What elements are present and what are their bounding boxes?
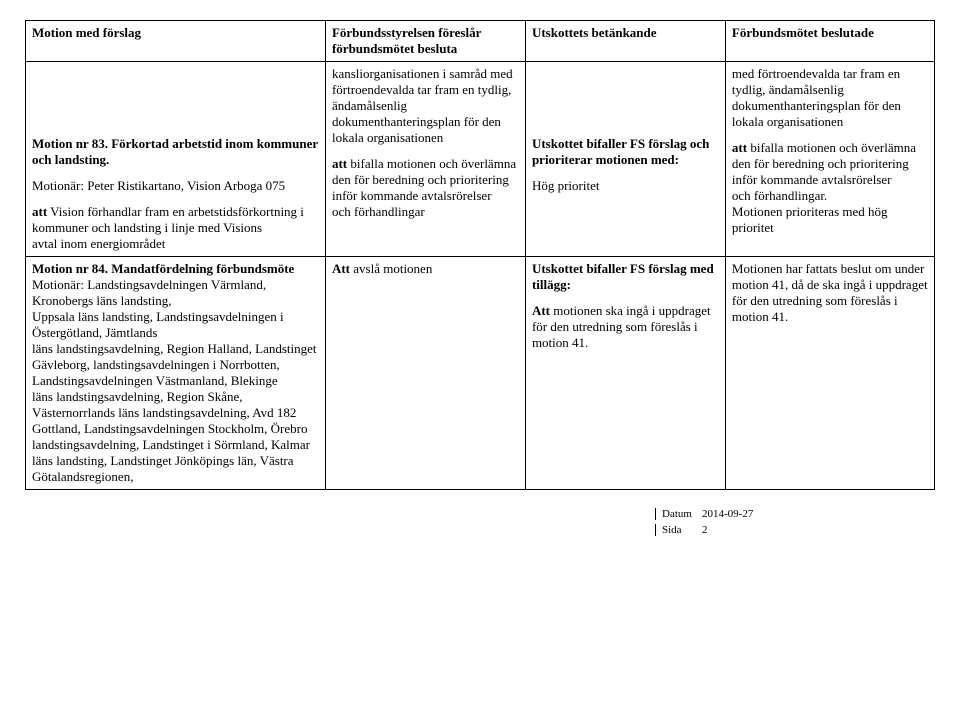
committee-bold: Utskottet bifaller FS förslag med tilläg… xyxy=(532,261,714,292)
decision-p3: och förhandlingar. xyxy=(732,188,928,204)
table-row: Motion nr 84. Mandatfördelning förbundsm… xyxy=(26,257,935,490)
decision-cell: Motionen har fattats beslut om under mot… xyxy=(725,257,934,490)
motion-tail: avtal inom energiområdet xyxy=(32,236,319,252)
proposal-p1: Att avslå motionen xyxy=(332,261,519,277)
committee-cell: Utskottet bifaller FS förslag med tilläg… xyxy=(525,257,725,490)
motion-cell: Motion nr 83. Förkortad arbetstid inom k… xyxy=(26,62,326,257)
decision-p1: med förtroendevalda tar fram en tydlig, … xyxy=(732,66,928,130)
proposal-cell: Att avslå motionen xyxy=(325,257,525,490)
footer-date-value: 2014-09-27 xyxy=(702,508,753,520)
motion-att: att Vision förhandlar fram en arbetstids… xyxy=(32,204,319,236)
motion-body: Motionär: Landstingsavdelningen Värmland… xyxy=(32,277,319,485)
committee-bold: Utskottet bifaller FS förslag och priori… xyxy=(532,136,709,167)
proposal-p2: att bifalla motionen och överlämna den f… xyxy=(332,156,519,204)
table-header-row: Motion med förslag Förbundsstyrelsen för… xyxy=(26,21,935,62)
decision-cell: med förtroendevalda tar fram en tydlig, … xyxy=(725,62,934,257)
header-col3: Utskottets betänkande xyxy=(525,21,725,62)
proposal-p3: och förhandlingar xyxy=(332,204,519,220)
footer-page: Sida 2 xyxy=(655,524,855,536)
decision-p1: Motionen har fattats beslut om under mot… xyxy=(732,261,928,325)
committee-p2: Hög prioritet xyxy=(532,178,719,194)
page-footer: Datum 2014-09-27 Sida 2 xyxy=(25,508,935,540)
footer-date: Datum 2014-09-27 xyxy=(655,508,855,520)
motion-table: Motion med förslag Förbundsstyrelsen för… xyxy=(25,20,935,490)
footer-page-value: 2 xyxy=(702,524,708,536)
motion-cell: Motion nr 84. Mandatfördelning förbundsm… xyxy=(26,257,326,490)
committee-cell: Utskottet bifaller FS förslag och priori… xyxy=(525,62,725,257)
proposal-cell: kansliorganisationen i samråd med förtro… xyxy=(325,62,525,257)
proposal-p1: kansliorganisationen i samråd med förtro… xyxy=(332,66,519,146)
decision-p2: att bifalla motionen och överlämna den f… xyxy=(732,140,928,188)
motion-title: Motion nr 84. Mandatfördelning förbundsm… xyxy=(32,261,294,276)
footer-date-label: Datum xyxy=(662,508,702,520)
header-col4: Förbundsmötet beslutade xyxy=(725,21,934,62)
footer-page-label: Sida xyxy=(662,524,702,536)
committee-p2: Att motionen ska ingå i uppdraget för de… xyxy=(532,303,719,351)
decision-p4: Motionen prioriteras med hög prioritet xyxy=(732,204,928,236)
table-row: Motion nr 83. Förkortad arbetstid inom k… xyxy=(26,62,935,257)
header-col1: Motion med förslag xyxy=(26,21,326,62)
header-col2: Förbundsstyrelsen föreslår förbundsmötet… xyxy=(325,21,525,62)
motion-title: Motion nr 83. Förkortad arbetstid inom k… xyxy=(32,136,318,167)
motion-body: Motionär: Peter Ristikartano, Vision Arb… xyxy=(32,178,319,194)
